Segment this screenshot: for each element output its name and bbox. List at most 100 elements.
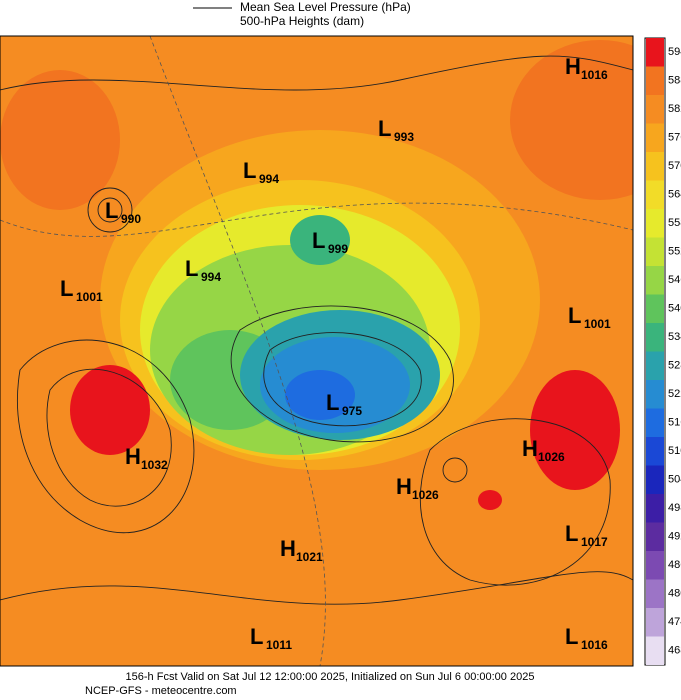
colorbar-swatch	[646, 152, 664, 181]
colorbar-swatch	[646, 408, 664, 437]
center-value: 993	[394, 130, 414, 144]
colorbar-swatch	[646, 351, 664, 380]
colorbar-label: 510	[668, 445, 681, 457]
center-value: 1026	[412, 488, 439, 502]
legend-text: 500-hPa Heights (dam)	[240, 14, 364, 28]
center-value: 990	[121, 212, 141, 226]
pressure-center: L 994	[243, 158, 279, 186]
colorbar-label: 552	[668, 246, 681, 258]
center-value: 975	[342, 404, 362, 418]
center-value: 1021	[296, 550, 323, 564]
colorbar-swatch	[646, 266, 664, 295]
map-frame	[0, 35, 634, 667]
center-value: 994	[259, 172, 279, 186]
colorbar-swatch	[646, 237, 664, 266]
colorbar-label: 516	[668, 417, 681, 429]
footer-text: 156-h Fcst Valid on Sat Jul 12 12:00:00 …	[126, 671, 535, 683]
center-letter: L	[243, 158, 256, 183]
colorbar-swatch	[646, 636, 664, 665]
center-letter: L	[568, 303, 581, 328]
pressure-center: L 1001	[60, 276, 103, 304]
center-letter: L	[60, 276, 73, 301]
colorbar-label: 492	[668, 531, 681, 543]
colorbar-label: 576	[668, 132, 681, 144]
colorbar-swatch	[646, 465, 664, 494]
colorbar-swatch	[646, 608, 664, 637]
colorbar-label: 504	[668, 474, 681, 486]
colorbar-swatch	[646, 551, 664, 580]
colorbar-label: 570	[668, 160, 681, 172]
center-letter: H	[565, 54, 581, 79]
pressure-center: H 1016	[565, 54, 608, 82]
center-letter: L	[378, 116, 391, 141]
pressure-center: L 1001	[568, 303, 611, 331]
colorbar-swatch	[646, 294, 664, 323]
center-letter: H	[280, 536, 296, 561]
colorbar-swatch	[646, 437, 664, 466]
pressure-center: L 994	[185, 256, 221, 284]
pressure-center: H 1026	[396, 474, 439, 502]
pressure-center: L 999	[312, 228, 348, 256]
center-value: 1016	[581, 638, 608, 652]
pressure-center: L 975	[326, 390, 362, 418]
colorbar-swatch	[646, 66, 664, 95]
center-letter: L	[185, 256, 198, 281]
colorbar-swatch	[646, 95, 664, 124]
pressure-center: H 1032	[125, 444, 168, 472]
center-letter: L	[565, 624, 578, 649]
colorbar-label: 480	[668, 588, 681, 600]
colorbar-label: 474	[668, 616, 681, 628]
center-value: 1017	[581, 535, 608, 549]
pressure-center: H 1026	[522, 436, 565, 464]
colorbar-label: 588	[668, 75, 681, 87]
colorbar-swatch	[646, 380, 664, 409]
center-value: 994	[201, 270, 221, 284]
footer-text: NCEP-GFS - meteocentre.com	[85, 685, 237, 697]
colorbar-swatch	[646, 180, 664, 209]
center-value: 1016	[581, 68, 608, 82]
center-value: 1011	[266, 638, 292, 652]
colorbar-label: 564	[668, 189, 681, 201]
center-letter: L	[312, 228, 325, 253]
map-field	[0, 36, 633, 666]
pressure-center: L 993	[378, 116, 414, 144]
center-value: 999	[328, 242, 348, 256]
center-value: 1026	[538, 450, 565, 464]
colorbar-label: 540	[668, 303, 681, 315]
colorbar-label: 468	[668, 645, 681, 657]
colorbar-swatch	[646, 209, 664, 238]
pressure-center: L 1017	[565, 521, 608, 549]
colorbar-label: 486	[668, 559, 681, 571]
center-value: 1001	[584, 317, 611, 331]
center-letter: L	[105, 198, 118, 223]
colorbar-swatch	[646, 522, 664, 551]
center-value: 1032	[141, 458, 168, 472]
colorbar-label: 522	[668, 388, 681, 400]
colorbar-label: 546	[668, 274, 681, 286]
colorbar-swatch	[646, 494, 664, 523]
colorbar-swatch	[646, 323, 664, 352]
center-letter: H	[396, 474, 412, 499]
pressure-center: L 1011	[250, 624, 292, 652]
colorbar-label: 594	[668, 46, 681, 58]
colorbar-label: 528	[668, 360, 681, 372]
pressure-center: L 990	[105, 198, 141, 226]
colorbar-swatch	[646, 579, 664, 608]
center-letter: H	[522, 436, 538, 461]
center-letter: L	[565, 521, 578, 546]
colorbar-label: 582	[668, 103, 681, 115]
colorbar-label: 558	[668, 217, 681, 229]
colorbar-label: 534	[668, 331, 681, 343]
center-letter: L	[250, 624, 263, 649]
center-letter: H	[125, 444, 141, 469]
legend-text: Mean Sea Level Pressure (hPa)	[240, 0, 411, 14]
center-letter: L	[326, 390, 339, 415]
center-value: 1001	[76, 290, 103, 304]
colorbar-swatch	[646, 38, 664, 67]
pressure-center: H 1021	[280, 536, 323, 564]
colorbar-swatch	[646, 123, 664, 152]
colorbar-label: 498	[668, 502, 681, 514]
pressure-center: L 1016	[565, 624, 608, 652]
